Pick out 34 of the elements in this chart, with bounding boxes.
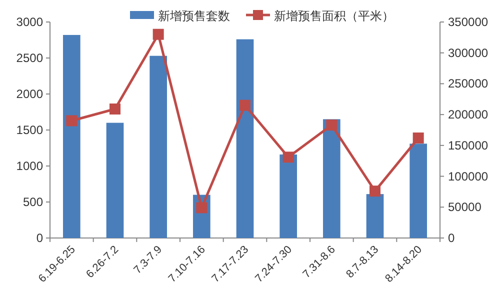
point [66, 115, 78, 126]
point [282, 152, 294, 163]
y-tick-label: 500 [22, 195, 44, 209]
y-tick-label: 2500 [16, 51, 44, 65]
point [240, 100, 250, 111]
point [326, 120, 338, 131]
bar [150, 56, 167, 238]
point [196, 202, 208, 214]
bar [236, 39, 254, 238]
y2-tick-label: 100000 [448, 169, 488, 184]
point [412, 132, 424, 144]
bar [280, 154, 297, 238]
point [152, 28, 164, 40]
y2-tick-label: 350000 [448, 15, 488, 29]
y-tick-label: 1000 [16, 159, 44, 173]
bar [410, 144, 427, 238]
bar [323, 119, 340, 238]
y2-tick-label: 0 [448, 231, 455, 245]
y2-tick-label: 250000 [448, 76, 488, 91]
bar [366, 194, 384, 238]
y-tick-label: 2000 [16, 87, 44, 101]
point [110, 104, 120, 115]
y-tick-label: 0 [36, 231, 44, 245]
legend-label: 新增预售面积（平米） [274, 9, 394, 23]
y-tick-label: 1500 [16, 123, 44, 137]
bar [63, 34, 80, 238]
y2-tick-label: 200000 [448, 108, 488, 122]
bar [106, 122, 124, 238]
y-tick-label: 3000 [16, 15, 44, 29]
point [370, 186, 380, 197]
y2-tick-label: 50000 [448, 200, 482, 214]
y2-tick-label: 150000 [448, 138, 488, 152]
y2-tick-label: 300000 [448, 46, 488, 60]
legend-label: 新增预售套数 [158, 9, 230, 23]
